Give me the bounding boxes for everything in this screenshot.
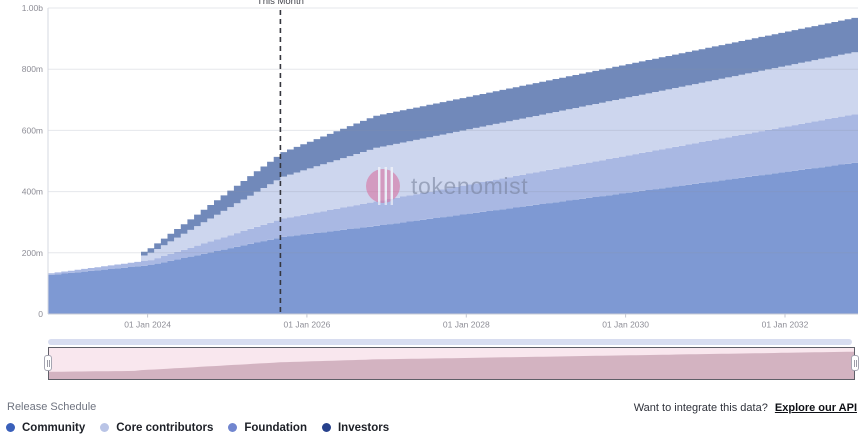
legend-item-community[interactable]: Community [6, 422, 85, 434]
area-core-contributors [48, 50, 858, 274]
area-community [48, 161, 858, 314]
brush-handle-left[interactable] [44, 355, 52, 371]
legend-dot-icon [100, 423, 110, 432]
grip-icon [46, 359, 50, 367]
legend-item-investors[interactable]: Investors [321, 421, 390, 434]
svg-text:01 Jan 2030: 01 Jan 2030 [602, 320, 649, 330]
timeline-brush[interactable] [48, 347, 855, 380]
svg-text:1.00b: 1.00b [22, 3, 44, 13]
legend-dot-icon [6, 423, 15, 432]
legend-item-foundation[interactable]: Foundation [228, 422, 307, 434]
explore-api-link[interactable]: Explore our API [774, 402, 857, 414]
svg-text:400m: 400m [22, 187, 43, 197]
svg-text:01 Jan 2026: 01 Jan 2026 [284, 320, 331, 330]
legend-label: Foundation [244, 421, 307, 434]
brush-handle-right[interactable] [851, 355, 859, 371]
legend-dot-icon [321, 423, 331, 432]
grip-icon [853, 359, 857, 367]
legend-label: Investors [337, 421, 390, 434]
svg-text:0: 0 [38, 309, 43, 319]
legend-label: Community [22, 421, 86, 434]
api-callout: Want to integrate this data? Explore our… [634, 402, 857, 414]
svg-text:800m: 800m [22, 64, 43, 74]
timeline-scroll-track[interactable] [48, 339, 852, 345]
legend-item-core-contributors[interactable]: Core contributors [100, 422, 213, 434]
release-schedule-chart[interactable]: 0 200m 400m 600m 800m 1.00b 01 Jan 2024 01 Jan … [0, 0, 860, 334]
svg-text:01 Jan 2032: 01 Jan 2032 [762, 320, 809, 330]
chart-title: Release Schedule [7, 401, 97, 413]
legend-dot-icon [228, 423, 238, 432]
minimap-area [49, 351, 854, 379]
svg-text:01 Jan 2024: 01 Jan 2024 [124, 320, 171, 330]
svg-text:600m: 600m [22, 125, 43, 135]
legend-label: Core contributors [116, 421, 214, 434]
chart-legend: Community Core contributors Foundation Inve… [6, 420, 389, 435]
area-investors [48, 16, 858, 274]
area-foundation [48, 113, 858, 275]
svg-text:01 Jan 2028: 01 Jan 2028 [443, 320, 490, 330]
this-month-label: This Month [256, 0, 304, 7]
api-prompt-text: Want to integrate this data? [633, 402, 768, 414]
svg-text:200m: 200m [22, 248, 43, 258]
